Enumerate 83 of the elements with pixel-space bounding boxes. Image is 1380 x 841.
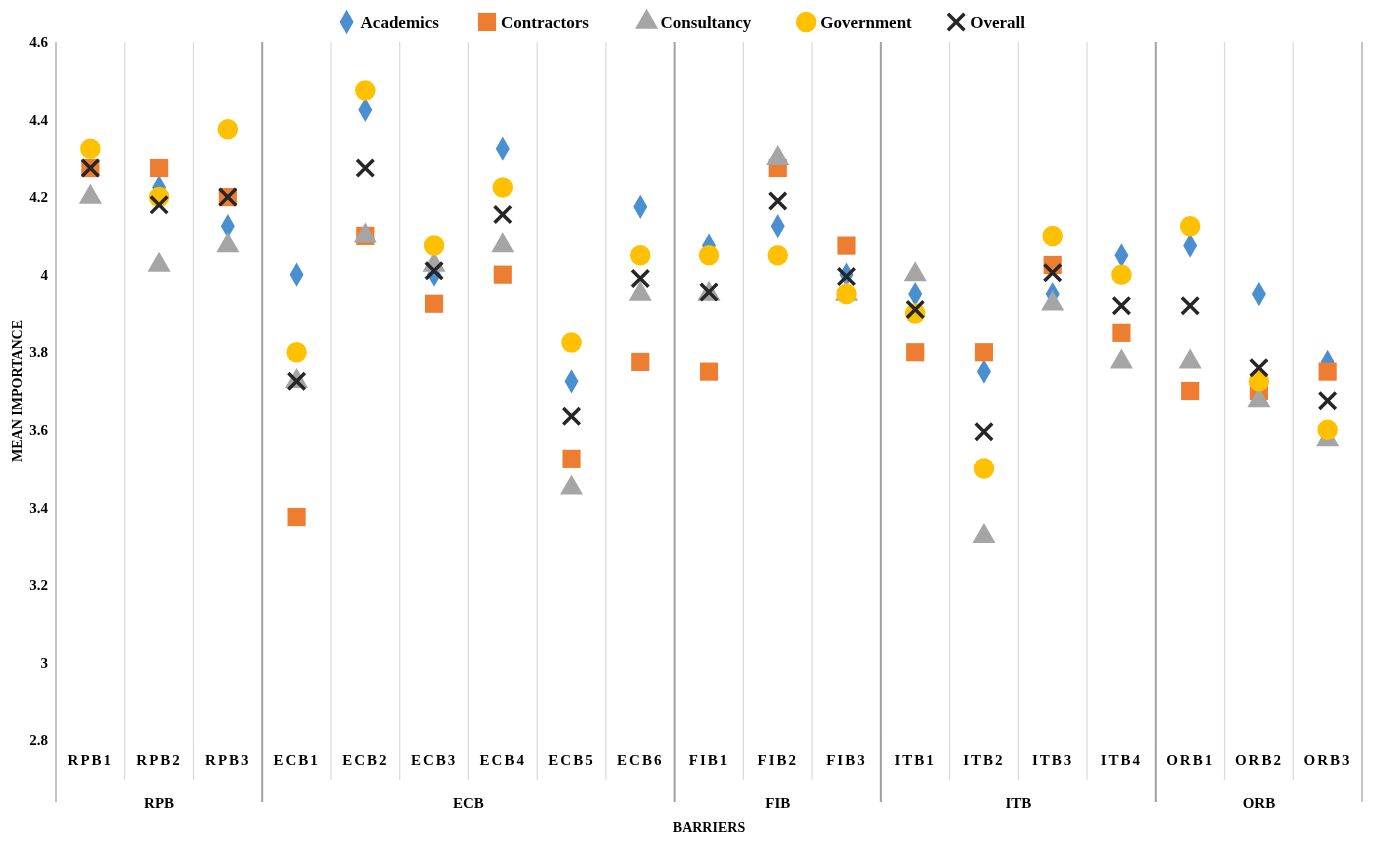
x-tick-label: ITB2 [963, 752, 1005, 768]
legend-label: Contractors [501, 12, 590, 32]
point [1042, 262, 1063, 283]
point [217, 119, 239, 140]
x-tick-label: FIB2 [757, 752, 798, 768]
x-tick-label: ITB3 [1032, 752, 1074, 768]
point [355, 158, 376, 179]
x-tick-label: ECB3 [410, 752, 458, 768]
point [767, 190, 788, 211]
y-tick-label: 4.4 [29, 111, 49, 128]
point [1111, 295, 1132, 316]
x-tick-label: ECB6 [617, 752, 664, 768]
point [906, 343, 925, 362]
point [1042, 225, 1063, 247]
x-tick-label: RPB3 [205, 752, 251, 768]
point [767, 245, 788, 266]
point [561, 406, 582, 427]
point [1317, 390, 1338, 411]
point [630, 245, 651, 266]
point [973, 458, 995, 479]
point [1180, 295, 1201, 316]
x-tick-label: ECB2 [342, 752, 389, 768]
point [1318, 362, 1337, 381]
point [150, 158, 169, 178]
point [423, 235, 445, 256]
point [492, 177, 514, 198]
x-tick-label: ECB5 [548, 752, 595, 768]
y-axis-title: MEAN IMPORTANCE [10, 320, 25, 462]
point [1111, 264, 1132, 285]
text: ECB [453, 795, 484, 811]
point [1112, 323, 1131, 342]
y-tick-label: 3.2 [29, 577, 48, 594]
y-tick-label: 3.8 [29, 344, 48, 361]
x-tick-label: FIB1 [688, 752, 730, 768]
x-tick-label: ORB1 [1166, 752, 1215, 768]
point [631, 352, 650, 371]
y-tick-label: 2.8 [29, 732, 48, 749]
point [698, 245, 720, 266]
y-tick-label: 4.2 [29, 189, 48, 206]
x-tick-label: ECB4 [479, 752, 526, 768]
point [424, 294, 444, 313]
x-axis-title: BARRIERS [672, 820, 746, 835]
y-tick-label: 3.4 [29, 499, 49, 516]
point [561, 332, 582, 353]
x-tick-label: RPB2 [136, 752, 182, 768]
legend-label: Consultancy [660, 12, 752, 32]
point [80, 138, 101, 159]
point [286, 341, 307, 363]
point [1317, 419, 1338, 441]
point [699, 362, 719, 381]
legend-label: Government [820, 12, 913, 32]
point [493, 265, 512, 284]
point [424, 260, 445, 281]
point [974, 343, 994, 362]
y-tick-label: 4 [40, 266, 49, 283]
point [1248, 357, 1269, 378]
y-tick-label: 3 [40, 654, 48, 671]
x-tick-label: ORB3 [1303, 752, 1352, 768]
x-tick-label: RPB1 [67, 752, 114, 768]
point [287, 507, 306, 527]
point [1181, 381, 1200, 401]
point [149, 194, 170, 215]
text: ORB [1242, 795, 1276, 811]
x-tick-label: ECB1 [273, 752, 320, 768]
point [562, 449, 581, 468]
y-tick-label: 3.6 [29, 422, 49, 439]
x-tick-label: FIB3 [826, 752, 867, 768]
point [355, 80, 376, 101]
text: ITB [1005, 795, 1032, 811]
text: RPB [144, 795, 175, 811]
point [837, 236, 856, 255]
point [973, 421, 994, 442]
x-tick-label: ITB1 [894, 752, 936, 768]
text: FIB [765, 795, 791, 811]
y-tick-label: 4.6 [29, 34, 49, 51]
legend-label: Overall [970, 12, 1026, 32]
point [1179, 215, 1201, 237]
x-tick-label: ITB4 [1100, 752, 1143, 768]
legend-label: Academics [360, 12, 440, 32]
x-tick-label: ORB2 [1234, 752, 1283, 768]
point [492, 204, 513, 225]
point [836, 283, 857, 305]
point [630, 268, 651, 289]
